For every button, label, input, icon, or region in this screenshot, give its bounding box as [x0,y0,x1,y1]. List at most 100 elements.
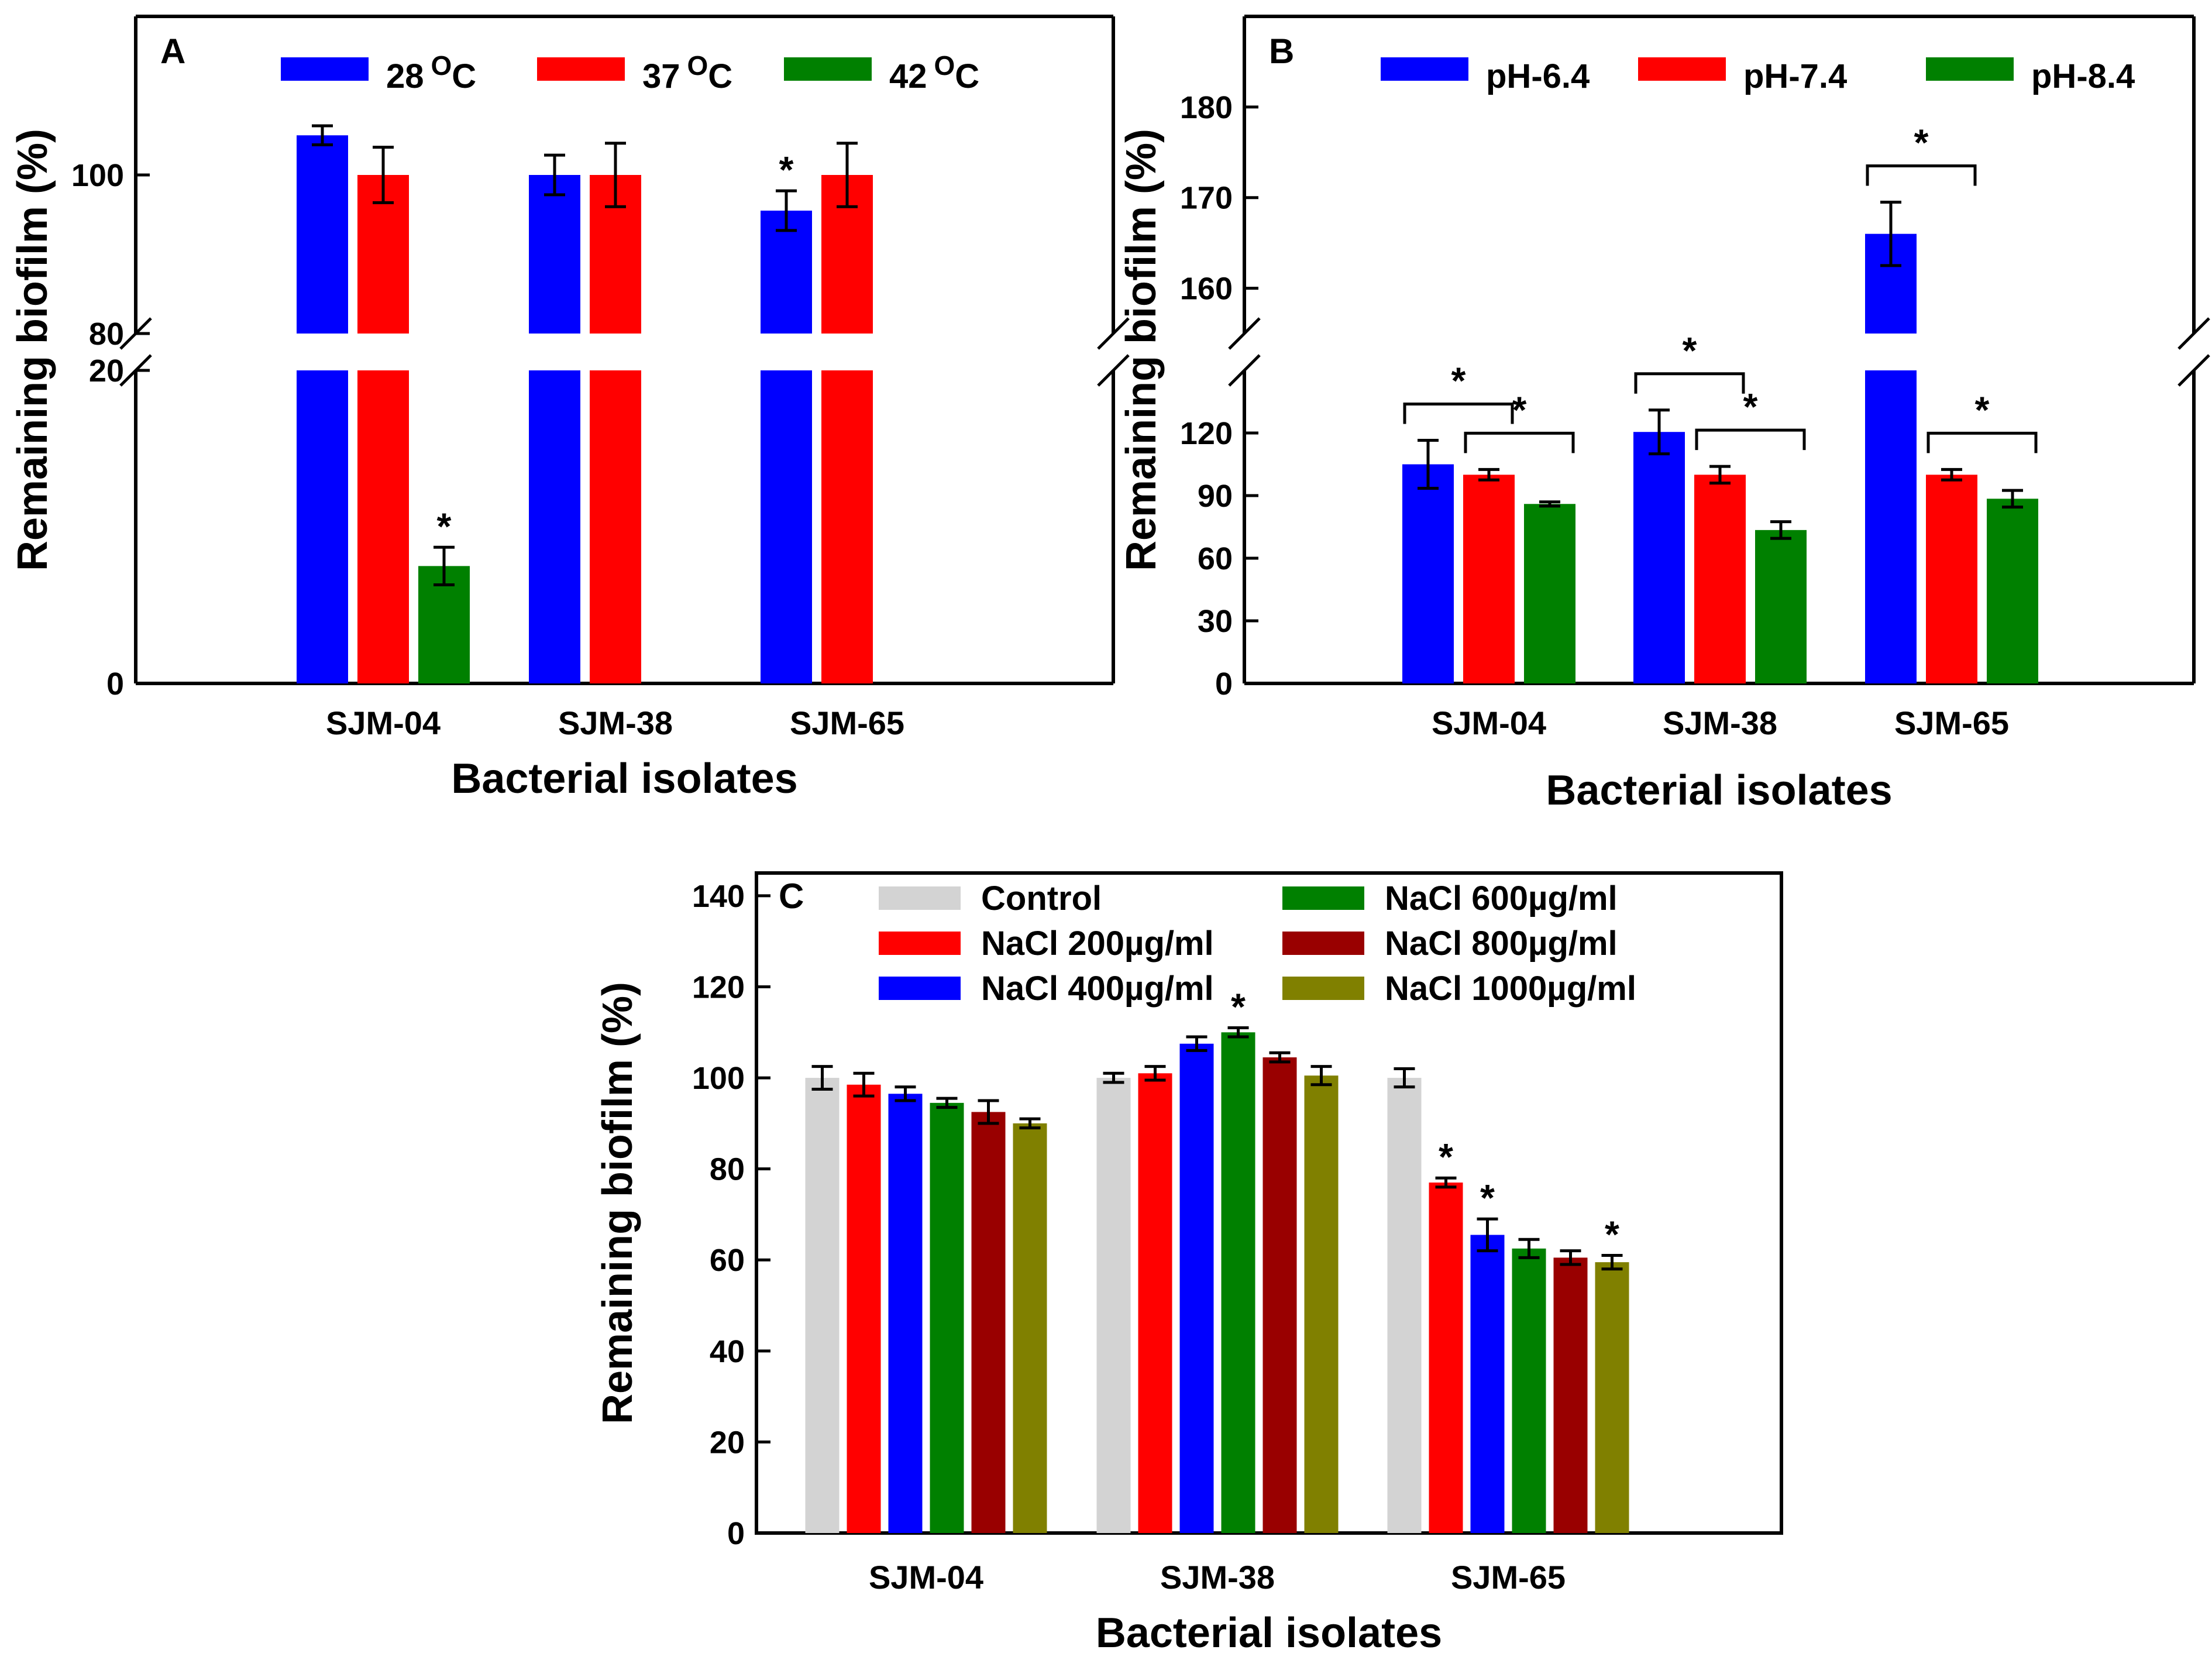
panel-c: 0 20 40 60 80 100 120 140 SJM-04 SJM-38 SJM-65 * * * *… [594,871,1783,1656]
bar-sjm-65-37-lower [821,370,873,683]
x-axis-title: Bacterial isolates [1546,767,1892,814]
y-tick-label-120: 120 [692,970,745,1005]
legend-label-ph-7-4: pH-7.4 [1743,57,1847,95]
significance-bracket-sjm-04-first-star: * [1451,359,1466,401]
panel-b: 0 30 60 90 120 160 170 180 SJM-04 SJM-38 SJM-65 * * *… [1118,15,2210,814]
y-tick-label-140: 140 [692,879,745,914]
bar-sjm-04-ph-6-4 [1402,464,1454,683]
bar-sjm-04-nacl-800-g-ml [971,1112,1006,1533]
y-tick-label-0: 0 [727,1516,745,1551]
y-tick-label-40: 40 [710,1334,745,1369]
legend-label-ph-6-4: pH-6.4 [1486,57,1590,95]
legend-label-nacl-600-g-ml: NaCl 600µg/ml [1385,879,1618,917]
legend-label-37: 37 OC [642,50,732,95]
significance-bracket-sjm-38-first-star: * [1683,329,1697,372]
legend-label-control: Control [981,879,1102,917]
axis-break-mark [1097,354,1130,387]
bar-sjm-04-nacl-400-g-ml [888,1094,923,1533]
bar-sjm-38-control [1096,1078,1131,1533]
legend-label-28: 28 OC [386,50,476,95]
legend-swatch-nacl-200-g-ml [879,932,961,955]
bar-sjm-65-nacl-1000-g-ml [1595,1262,1629,1533]
bar-sjm-04-nacl-1000-g-ml [1013,1123,1047,1533]
bar-sjm-65-nacl-800-g-ml [1553,1257,1588,1533]
legend-swatch-42 [784,57,872,81]
x-axis-title: Bacterial isolates [1096,1610,1442,1656]
significance-bracket-sjm-04-second-star: * [1512,389,1527,431]
bar-sjm-38-nacl-800-g-ml [1262,1057,1297,1533]
y-axis-title: Remaining biofilm (%) [1118,129,1165,571]
significance-bracket-sjm-65-first [1866,164,1977,186]
bar-sjm-38-nacl-400-g-ml [1179,1043,1214,1533]
legend-swatch-nacl-400-g-ml [879,977,961,1000]
x-category-label-sjm-38: SJM-38 [558,704,673,741]
y-tick-label-20: 20 [89,353,124,389]
legend-swatch-nacl-1000-g-ml [1282,977,1364,1000]
bar-sjm-38-nacl-600-g-ml [1221,1032,1255,1533]
y-tick-label-100: 100 [71,158,124,193]
significance-bracket-sjm-04-first [1403,402,1514,424]
significance-star: * [437,505,452,547]
axis-break-mark [1097,317,1130,350]
bar-sjm-65-nacl-400-g-ml [1470,1235,1505,1533]
y-tick-label-30: 30 [1198,604,1233,639]
panel-letter: C [779,877,804,916]
bar-sjm-38-28-lower [529,370,580,683]
significance-star: * [779,149,794,191]
bar-sjm-65-28-lower [761,370,812,683]
significance-bracket-sjm-65-first-star: * [1914,121,1929,163]
y-tick-label-180: 180 [1180,90,1233,125]
legend-label-nacl-200-g-ml: NaCl 200µg/ml [981,924,1214,963]
y-tick-label-100: 100 [692,1061,745,1096]
x-category-label-sjm-38: SJM-38 [1663,704,1777,741]
x-category-label-sjm-65: SJM-65 [790,704,904,741]
panel-letter: B [1269,32,1294,71]
y-axis-title: Remaining biofilm (%) [9,129,56,571]
y-tick-label-80: 80 [710,1152,745,1187]
significance-star: * [1605,1213,1619,1255]
significance-bracket-sjm-38-second-star: * [1743,386,1758,428]
bar-sjm-38-28-upper [529,175,580,334]
y-tick-label-60: 60 [1198,541,1233,576]
axis-break-mark [2177,317,2210,350]
x-category-label-sjm-65: SJM-65 [1451,1559,1566,1596]
bar-sjm-04-nacl-200-g-ml [847,1084,881,1533]
x-category-label-sjm-04: SJM-04 [326,704,441,741]
x-category-label-sjm-04: SJM-04 [869,1559,983,1596]
bar-sjm-04-nacl-600-g-ml [930,1102,964,1533]
legend-swatch-ph-8-4 [1926,57,2014,81]
legend-swatch-ph-7-4 [1638,57,1726,81]
bar-sjm-65-control [1387,1078,1422,1533]
legend-swatch-37 [537,57,625,81]
bar-sjm-65-ph-7-4 [1926,475,1977,683]
bar-sjm-04-ph-7-4 [1463,475,1515,683]
bar-sjm-04-control [805,1078,840,1533]
legend-swatch-28 [281,57,369,81]
bar-sjm-65-nacl-600-g-ml [1512,1248,1546,1533]
significance-bracket-sjm-38-second [1695,428,1806,451]
bar-sjm-65-nacl-200-g-ml [1429,1182,1463,1533]
bar-sjm-38-nacl-1000-g-ml [1304,1075,1339,1533]
y-axis-title: Remaining biofilm (%) [594,982,641,1424]
significance-star: * [1480,1177,1495,1219]
x-category-label-sjm-38: SJM-38 [1160,1559,1275,1596]
x-axis-title: Bacterial isolates [451,755,797,802]
y-tick-label-120: 120 [1180,416,1233,451]
y-tick-label-160: 160 [1180,271,1233,307]
bar-sjm-04-28-lower [297,370,348,683]
y-tick-label-0: 0 [106,666,124,702]
legend-swatch-ph-6-4 [1381,57,1468,81]
significance-star: * [1231,985,1246,1027]
bar-sjm-38-37-lower [590,370,641,683]
axis-break-mark [1228,317,1261,350]
significance-bracket-sjm-65-second [1927,431,2038,453]
y-tick-label-20: 20 [710,1425,745,1460]
bar-sjm-04-37-lower [357,370,409,683]
significance-bracket-sjm-38-first [1634,372,1745,394]
legend-label-nacl-800-g-ml: NaCl 800µg/ml [1385,924,1618,963]
bar-sjm-38-ph-7-4 [1694,475,1746,683]
legend-label-nacl-1000-g-ml: NaCl 1000µg/ml [1385,970,1636,1008]
bar-sjm-65-ph-6-4-lower [1865,370,1917,683]
y-tick-label-0: 0 [1215,666,1233,702]
